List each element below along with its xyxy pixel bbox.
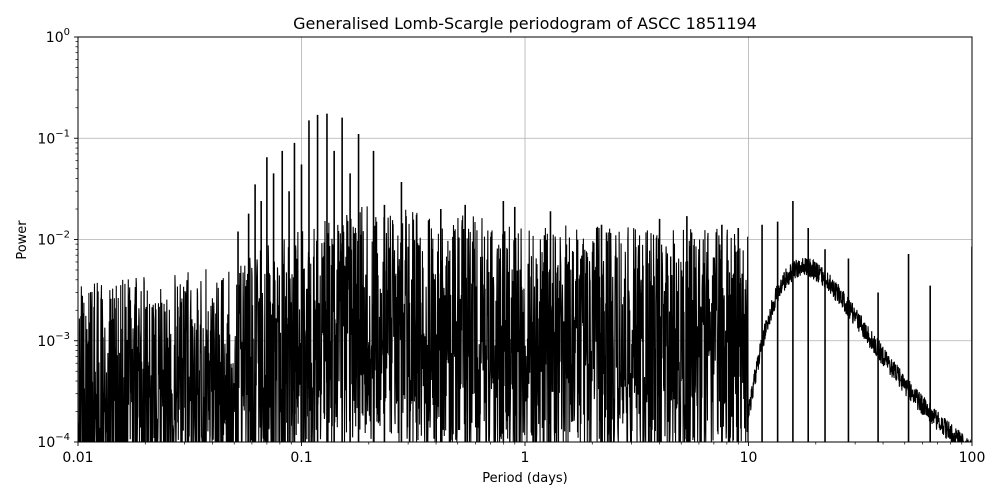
x-tick-label: 10: [740, 450, 758, 466]
y-tick-label: 100: [46, 27, 70, 46]
chart-title: Generalised Lomb-Scargle periodogram of …: [293, 14, 757, 33]
y-tick-base: 10: [37, 334, 55, 350]
y-tick-base: 10: [37, 435, 55, 451]
x-tick-label: 0.1: [290, 450, 312, 466]
y-tick-exponent: −4: [55, 432, 70, 443]
x-tick-label: 0.01: [62, 450, 93, 466]
y-tick-label: 10−1: [37, 128, 70, 147]
y-tick-label: 10−4: [37, 432, 70, 451]
x-axis-label: Period (days): [482, 471, 568, 486]
periodogram-series: [78, 113, 972, 442]
x-tick-label: 100: [959, 450, 986, 466]
y-tick-exponent: −3: [55, 331, 70, 342]
y-axis-label: Power: [15, 220, 30, 260]
y-tick-base: 10: [37, 233, 55, 249]
y-tick-exponent: −2: [55, 230, 70, 241]
y-tick-exponent: −1: [55, 128, 70, 139]
y-tick-base: 10: [37, 131, 55, 147]
periodogram-line: [78, 206, 972, 442]
x-tick-label: 1: [521, 450, 530, 466]
y-tick-label: 10−3: [37, 331, 70, 350]
y-tick-label: 10−2: [37, 230, 70, 249]
y-tick-exponent: 0: [64, 27, 70, 38]
y-tick-base: 10: [46, 30, 64, 46]
